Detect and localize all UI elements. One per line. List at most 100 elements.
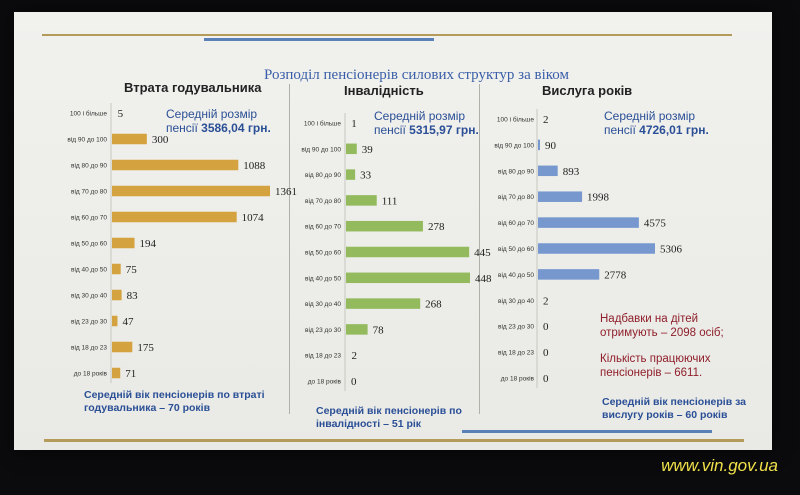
data-label: 175 [137, 342, 154, 354]
footer-line: Середній вік пенсіонерів по [316, 405, 462, 417]
bar [538, 269, 600, 280]
avg-value: 4726,01 грн. [639, 123, 709, 137]
avg-label: пенсії [166, 121, 198, 135]
category-label: 100 і більше [70, 110, 107, 118]
footer-line: вислугу років – 60 років [602, 409, 728, 421]
bar [346, 272, 470, 284]
watermark-url: www.vin.gov.ua [661, 456, 778, 475]
presentation-slide: Розподіл пенсіонерів силових структур за… [14, 12, 772, 450]
data-label: 448 [475, 273, 492, 285]
data-label: 111 [382, 195, 398, 207]
category-label: від 18 до 23 [498, 349, 534, 357]
data-label: 0 [351, 376, 357, 388]
data-label: 2 [352, 350, 358, 362]
footer-line: інвалідності – 51 рік [316, 418, 422, 430]
note-line: Надбавки на дітей [600, 313, 699, 325]
data-label: 268 [425, 299, 442, 311]
note-children-allowance: Надбавки на дітей отримують – 2098 осіб; [600, 312, 724, 340]
bar [538, 217, 639, 228]
footer-line: Середній вік пенсіонерів по втраті [84, 389, 265, 401]
footer-line: Середній вік пенсіонерів за [602, 396, 747, 408]
bar [112, 315, 118, 327]
category-label: від 70 до 80 [305, 197, 341, 205]
footer-line: годувальника – 70 років [84, 402, 211, 414]
panel-title-service: Вислуга років [542, 83, 633, 98]
data-label: 1998 [587, 192, 610, 204]
data-label: 71 [125, 368, 136, 380]
category-label: від 18 до 23 [305, 352, 341, 360]
bar [112, 289, 122, 301]
data-label: 0 [543, 321, 549, 333]
category-label: від 60 до 70 [498, 219, 534, 227]
data-label: 83 [127, 290, 139, 302]
chart-2: 100 і більше 1 від 90 до 100 39 від 80 до 90… [301, 113, 492, 391]
bar [112, 263, 121, 275]
category-label: від 23 до 30 [71, 318, 107, 326]
category-label: від 80 до 90 [71, 162, 107, 170]
avg-value: 5315,97 грн. [409, 123, 479, 137]
bar [346, 143, 357, 155]
data-label: 300 [152, 134, 169, 146]
category-label: до 18 років [501, 375, 535, 383]
data-label: 0 [543, 347, 549, 359]
category-label: від 23 до 30 [305, 326, 341, 334]
panel-divider [479, 84, 480, 414]
bar [538, 243, 655, 254]
avg-label: пенсії [374, 123, 406, 137]
category-label: від 60 до 70 [71, 214, 107, 222]
note-line: отримують – 2098 осіб; [600, 327, 724, 339]
decorative-line-bottom [44, 439, 744, 442]
panel-title-survivor: Втрата годувальника [124, 80, 262, 95]
avg-label: Середній розмір [604, 109, 696, 123]
category-label: від 90 до 100 [67, 136, 107, 144]
data-label: 78 [373, 324, 385, 336]
bar [538, 191, 583, 202]
data-label: 1 [351, 118, 357, 130]
data-label: 1361 [275, 186, 297, 198]
bar [112, 341, 133, 353]
category-label: 100 і більше [304, 120, 341, 128]
data-label: 5306 [660, 244, 683, 256]
data-label: 75 [126, 264, 138, 276]
bar [112, 211, 237, 223]
avg-label: Середній розмір [166, 107, 258, 121]
category-label: від 90 до 100 [494, 141, 534, 149]
data-label: 0 [543, 373, 549, 385]
data-label: 39 [362, 144, 374, 156]
data-label: 445 [474, 247, 491, 259]
category-label: до 18 років [308, 378, 342, 386]
category-label: від 70 до 80 [71, 188, 107, 196]
bar [346, 324, 368, 335]
chart-1: 100 і більше 5 від 90 до 100 300 від 80 до 9… [67, 103, 297, 383]
note-working-pensioners: Кількість працюючих пенсіонерів – 6611. [600, 352, 711, 380]
bar [346, 220, 423, 232]
decorative-line-bottom-accent [462, 430, 712, 433]
slide-title: Розподіл пенсіонерів силових структур за… [264, 67, 569, 83]
data-label: 1074 [242, 212, 265, 224]
category-label: від 40 до 50 [305, 274, 341, 282]
bar [112, 237, 135, 249]
footer-disability: Середній вік пенсіонерів по інвалідності… [316, 405, 462, 431]
bar [346, 195, 377, 206]
bar [112, 159, 239, 171]
note-line: пенсіонерів – 6611. [600, 367, 703, 379]
category-label: від 30 до 40 [498, 297, 534, 305]
bar [538, 139, 540, 151]
category-label: від 50 до 60 [498, 245, 534, 253]
bar [112, 367, 121, 379]
category-label: від 70 до 80 [498, 193, 534, 201]
note-line: Кількість працюючих [600, 353, 711, 365]
bar [112, 133, 147, 145]
avg-pension-survivor: Середній розмір пенсії 3586,04 грн. [166, 107, 276, 135]
category-label: 100 і більше [497, 116, 534, 124]
bar [538, 165, 558, 177]
data-label: 90 [545, 140, 557, 152]
category-label: від 23 до 30 [498, 323, 534, 331]
category-label: від 40 до 50 [71, 266, 107, 274]
data-label: 278 [428, 221, 445, 233]
category-label: від 30 до 40 [71, 292, 107, 300]
decorative-line-top [42, 34, 732, 36]
bar [346, 298, 421, 309]
bar-charts: 100 і більше 5 від 90 до 100 300 від 80 до 9… [67, 103, 683, 391]
avg-pension-service: Середній розмір пенсії 4726,01 грн. [604, 109, 724, 137]
